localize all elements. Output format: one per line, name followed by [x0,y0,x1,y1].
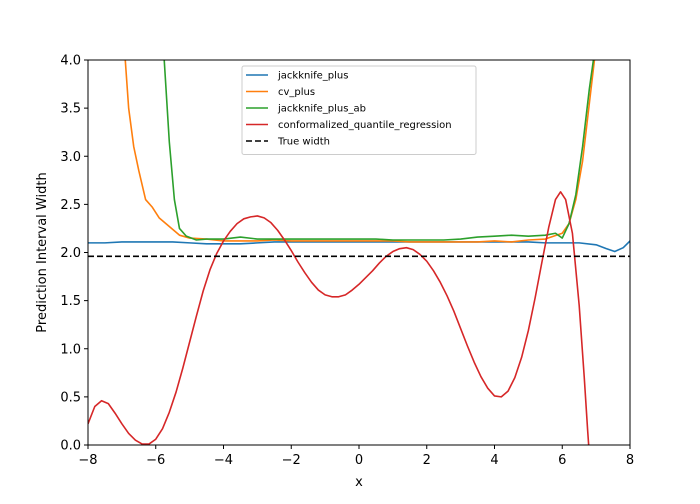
x-tick-label: 4 [490,453,498,468]
y-tick-label: 1.5 [60,294,81,309]
x-tick-label: 6 [558,453,566,468]
series-line-jackknife-plus [88,240,630,253]
x-axis-label: x [355,475,363,490]
legend-label: jackknife_plus_ab [277,104,366,115]
y-tick-label: 1.0 [60,342,81,357]
series-line-cv-plus [124,60,596,243]
y-tick-label: 3.0 [60,150,81,165]
y-tick-label: 2.0 [60,246,81,261]
legend-label: cv_plus [278,87,315,98]
legend-box [241,65,477,155]
legend-label: conformalized_quantile_regression [278,120,452,131]
y-tick-label: 0.0 [60,439,81,454]
x-axis-ticks: −8 −6 −4 −2 0 2 4 6 8 [78,445,634,468]
y-tick-label: 4.0 [60,54,81,69]
x-tick-label: −6 [146,453,165,468]
x-tick-label: 0 [355,453,363,468]
legend-label: jackknife_plus [277,71,348,82]
x-tick-label: −8 [78,453,97,468]
x-tick-label: 8 [626,453,634,468]
series-lines [88,60,630,445]
y-axis-ticks: 0.0 0.5 1.0 1.5 2.0 2.5 3.0 3.5 4.0 [60,54,88,454]
series-line-conformalized-quantile-regression [88,191,590,445]
y-tick-label: 0.5 [60,390,81,405]
y-tick-label: 3.5 [60,102,81,117]
x-tick-label: 2 [423,453,431,468]
y-axis-label: Prediction Interval Width [35,172,50,332]
x-tick-label: −2 [282,453,301,468]
x-tick-label: −4 [214,453,233,468]
series-line-jackknife-plus-ab [163,60,595,241]
y-tick-label: 2.5 [60,198,81,213]
legend-label: True width [277,137,330,148]
legend: jackknife_plus cv_plus jackknife_plus_abco… [241,65,477,155]
